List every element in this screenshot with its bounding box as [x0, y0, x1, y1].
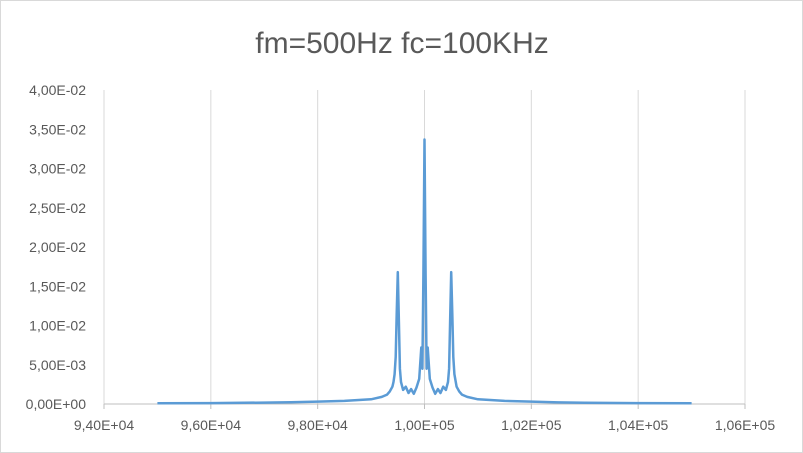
- y-tick-label-3: 1,50E-02: [29, 278, 86, 294]
- x-tick-label-3: 1,00E+05: [394, 417, 455, 433]
- y-tick-label-8: 4,00E-02: [29, 82, 86, 98]
- y-tick-label-2: 1,00E-02: [29, 318, 86, 334]
- tick-label-layer: 9,40E+04 9,60E+04 9,80E+04 1,00E+05 1,02E+05…: [26, 82, 776, 433]
- y-tick-label-7: 3,50E-02: [29, 121, 86, 137]
- y-tick-label-4: 2,00E-02: [29, 239, 86, 255]
- chart-title: fm=500Hz fc=100KHz: [255, 27, 548, 60]
- y-tick-label-6: 3,00E-02: [29, 161, 86, 177]
- y-tick-label-0: 0,00E+00: [26, 396, 87, 412]
- y-tick-label-5: 2,50E-02: [29, 200, 86, 216]
- axis-layer: [103, 403, 746, 409]
- series-layer: [157, 138, 692, 405]
- x-tick-label-6: 1,06E+05: [715, 417, 776, 433]
- series-line-0: [157, 138, 692, 405]
- x-tick-label-0: 9,40E+04: [74, 417, 135, 433]
- x-tick-label-4: 1,02E+05: [501, 417, 562, 433]
- y-tick-label-1: 5,00E-03: [29, 357, 86, 373]
- x-tick-label-5: 1,04E+05: [608, 417, 669, 433]
- x-tick-label-2: 9,80E+04: [287, 417, 348, 433]
- x-tick-label-1: 9,60E+04: [181, 417, 242, 433]
